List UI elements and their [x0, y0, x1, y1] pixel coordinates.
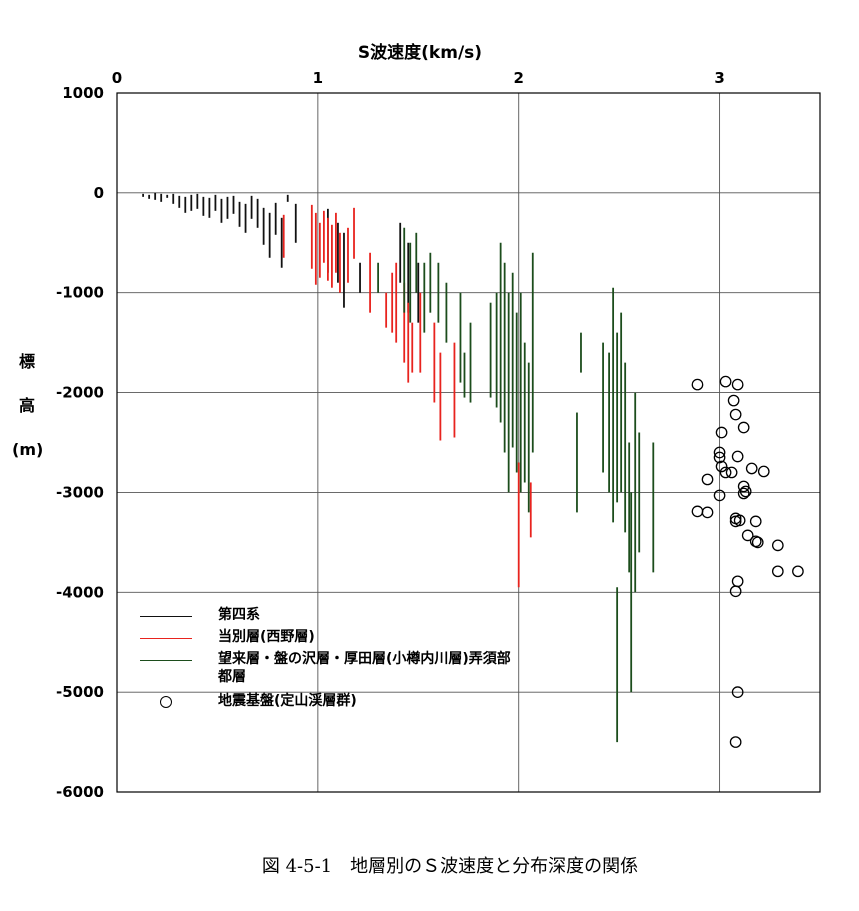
y-tick-label: -6000 — [56, 783, 104, 801]
basement-point — [729, 736, 742, 748]
basement-point — [719, 375, 732, 388]
y-tick-label: -3000 — [56, 483, 104, 501]
basement-point — [691, 378, 704, 391]
legend-label: 当別層(西野層) — [218, 629, 315, 645]
y-tick-label: -5000 — [56, 683, 104, 701]
legend-item-morai: 望来層・盤の沢層・厚田層(小樽内川層)弄須部都層 — [136, 650, 556, 692]
y-tick-label: 0 — [94, 184, 104, 202]
y-axis-label-char-2: 高 — [18, 396, 35, 415]
basement-point — [792, 565, 804, 578]
series-0 — [142, 192, 420, 323]
basement-point — [691, 505, 704, 518]
y-axis-label-unit: (m) — [12, 440, 44, 459]
y-tick-label: -1000 — [56, 284, 104, 302]
plot-frame — [116, 92, 821, 793]
legend: 第四系 当別層(西野層) 望来層・盤の沢層・厚田層(小樽内川層)弄須部都層 地震… — [136, 606, 556, 714]
legend-label: 地震基盤(定山渓層群) — [218, 693, 357, 709]
basement-point — [727, 394, 740, 407]
legend-item-quaternary: 第四系 — [136, 606, 556, 628]
legend-swatch-black-line — [140, 616, 192, 617]
basement-point — [731, 450, 744, 463]
basement-point — [719, 466, 732, 479]
basement-point — [739, 485, 752, 498]
basement-point — [771, 565, 784, 578]
basement-point — [737, 421, 750, 434]
basement-point — [731, 575, 744, 588]
basement-point — [745, 462, 758, 475]
y-tick-label: -4000 — [56, 583, 104, 601]
legend-label: 望来層・盤の沢層・厚田層(小樽内川層)弄須部都層 — [218, 651, 511, 685]
figure-caption: 図 4-5-1 地層別のＳ波速度と分布深度の関係 — [261, 856, 639, 877]
series-3 — [691, 375, 804, 748]
basement-point — [751, 536, 764, 549]
chart-series-layer — [142, 192, 804, 748]
legend-swatch-green-line — [140, 660, 192, 661]
series-1 — [282, 204, 532, 588]
basement-point — [701, 506, 714, 519]
basement-point — [713, 451, 726, 464]
x-tick-label: 3 — [714, 69, 724, 87]
basement-point — [749, 515, 762, 528]
tick-labels: 0 1 2 3 1000 0 -1000 -2000 -3000 -4000 -5000 -6000 — [56, 69, 725, 801]
basement-point — [737, 480, 750, 493]
basement-point — [725, 466, 738, 479]
basement-point — [729, 585, 742, 598]
x-tick-label: 0 — [112, 69, 122, 87]
legend-item-basement: 地震基盤(定山渓層群) — [136, 692, 556, 714]
y-axis-label: 標 高 (m) — [12, 340, 44, 472]
basement-point — [715, 460, 728, 473]
legend-label: 第四系 — [218, 607, 260, 623]
y-tick-label: 1000 — [62, 84, 104, 102]
basement-point — [771, 539, 784, 552]
legend-item-tobetsu: 当別層(西野層) — [136, 628, 556, 650]
basement-point — [731, 378, 744, 391]
basement-point — [757, 465, 770, 478]
basement-point — [715, 426, 728, 439]
x-axis-label: S波速度(km/s) — [357, 43, 483, 63]
basement-point — [713, 489, 726, 502]
x-tick-label: 2 — [513, 69, 523, 87]
basement-point — [701, 473, 714, 486]
y-tick-label: -2000 — [56, 384, 104, 402]
basement-point — [729, 408, 742, 421]
series-2 — [377, 227, 655, 743]
basement-point — [741, 529, 754, 542]
basement-point — [729, 515, 742, 528]
legend-swatch-red-line — [140, 638, 192, 639]
legend-circle-marker — [160, 696, 172, 708]
basement-point — [737, 487, 750, 500]
y-axis-label-char-1: 標 — [18, 352, 35, 371]
x-tick-label: 1 — [313, 69, 323, 87]
basement-point — [731, 686, 744, 698]
basement-point — [713, 446, 726, 459]
